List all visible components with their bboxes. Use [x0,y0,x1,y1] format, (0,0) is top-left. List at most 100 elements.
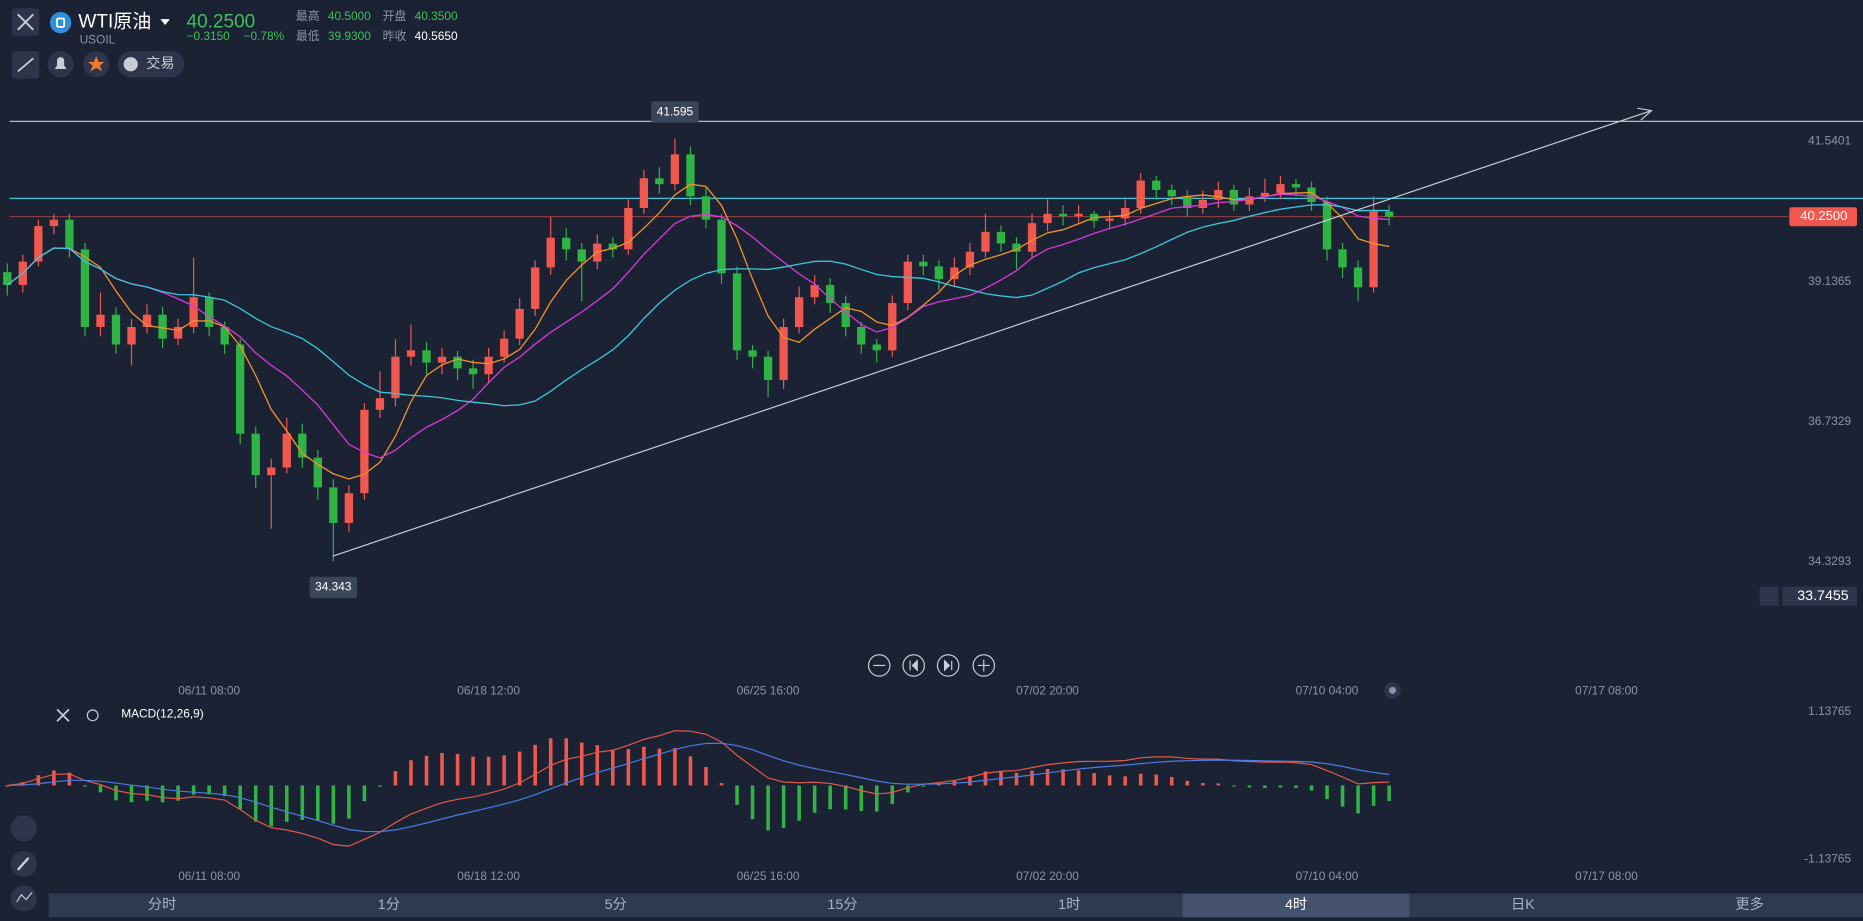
candle-body [453,356,462,369]
macd-histogram-bar [1263,785,1267,789]
candle-body [3,272,12,285]
macd-close[interactable] [56,708,70,722]
macd-histogram-bar [874,785,879,812]
candle-body [267,467,276,476]
macd-histogram-bar [1278,785,1283,788]
macd-histogram-bar [517,751,522,786]
period-tabs: 分时 1分 5分 15分 1时 4时 日K 更多 [48,893,1863,918]
macd-histogram-bar [191,785,196,795]
tab-label[interactable]: 更多 [1735,896,1764,913]
macd-histogram-bar [145,785,149,801]
tab-label[interactable]: 5分 [605,896,627,913]
zoom-out[interactable] [867,654,891,677]
macd-histogram-bar [750,785,755,820]
candle-body [857,326,866,345]
candle-body [142,314,152,327]
candle-body [34,226,43,262]
macd-histogram-bar [114,785,118,801]
chart-tool[interactable] [10,885,37,912]
macd-x-tick-label: 06/11 08:00 [178,869,240,883]
macd-histogram-bar [424,755,429,786]
change: −0.3150 [187,29,231,43]
candle-body [732,273,742,351]
candle-body [484,356,493,375]
stat-label: 最高 [296,9,320,23]
stat-label: 最低 [296,29,320,43]
candle-body [49,219,59,227]
macd-histogram-bar [486,756,491,786]
trade-button[interactable] [117,51,185,78]
stat-value: 39.9300 [328,29,371,43]
candle-body [841,303,850,327]
extreme-label: 34.343 [315,580,352,594]
macd-histogram-bar [983,771,988,786]
candle-body [996,231,1006,244]
macd-x-tick-label: 07/02 20:00 [1016,869,1079,883]
symbol-name[interactable]: WTI原油 [78,11,151,33]
macd-settings[interactable] [86,709,99,722]
candle-body [608,243,617,250]
macd-histogram-bar [921,785,926,787]
tab-label[interactable]: 1时 [1058,896,1080,913]
candle-body [1074,213,1083,217]
tab-label[interactable]: 1分 [378,896,400,913]
macd-histogram-bar [300,785,305,821]
candle-body [763,356,773,381]
macd-histogram-bar [471,756,475,786]
macd-histogram-bar [36,775,41,786]
tab-label[interactable]: 分时 [148,896,177,913]
macd-histogram-bar [502,755,506,786]
candle-body [422,350,431,363]
candle-body [313,457,322,488]
macd-histogram-bar [579,742,584,786]
candle-body [701,196,711,220]
dropdown-arrow[interactable] [160,19,170,26]
macd-histogram-bar [83,785,87,787]
side-tools [10,815,37,912]
candle-body [639,178,649,208]
candle-body [173,326,183,339]
candle-body [655,178,664,185]
zoom-in[interactable] [972,654,996,677]
candle-body [981,231,990,252]
x-tick-label: 06/25 16:00 [737,684,800,698]
candle-body [1276,184,1285,193]
active-tab[interactable] [1182,893,1410,918]
macd-histogram-bar [1045,768,1050,786]
candle-body [127,326,136,345]
macd-title: MACD(12,26,9) [121,706,204,720]
candle-body [158,314,167,339]
macd-histogram-bar [362,785,367,802]
candle-body [826,284,835,304]
macd-plot [5,730,1391,847]
tab-label[interactable]: 4时 [1285,896,1307,913]
stat-label: 开盘 [383,9,407,23]
candle-body [748,350,757,357]
indicator-tool[interactable] [10,815,37,842]
candle-body [499,338,509,357]
macd-x-tick-label: 07/10 04:00 [1296,869,1359,883]
y-tick-label: 34.3293 [1808,554,1851,568]
candle-body [1167,189,1176,197]
alert-box[interactable] [1782,586,1858,606]
macd-histogram-bar [797,785,801,821]
extreme-box [309,576,358,599]
candle-body [1214,189,1223,200]
moving-average [6,193,1390,459]
candle-body [468,368,478,375]
candle-body [251,433,260,476]
macd-histogram-bar [5,785,10,787]
candle-body [298,433,307,458]
candle-body [1027,223,1037,252]
tab-label[interactable]: 日K [1511,897,1535,913]
scroll-end[interactable] [936,654,960,677]
top-bar: WTI原油 USOIL 40.2500 −0.3150 −0.78% 最高 40… [11,8,458,79]
candle-body [1291,184,1301,188]
price: 40.2500 [187,12,256,33]
x-tick-label: 07/17 08:00 [1575,684,1638,698]
scroll-start[interactable] [902,654,925,677]
candle-body [794,297,804,327]
candle-body [1322,202,1332,250]
tab-label[interactable]: 15分 [827,896,857,913]
